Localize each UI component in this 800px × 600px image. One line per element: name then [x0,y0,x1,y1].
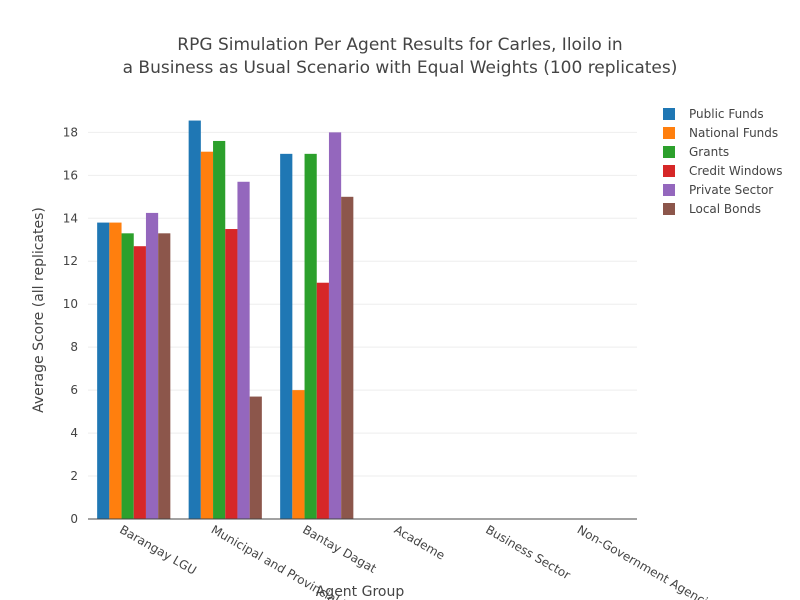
legend-label: Grants [689,145,729,159]
bar-private-sector [145,212,159,519]
bar-public-funds [97,222,110,519]
bar-local-bonds [249,396,262,519]
x-tick-labels: Barangay LGU Municipal and Provincial LGU… [117,522,722,600]
y-tick-label: 18 [63,125,78,139]
y-tick-label: 14 [63,211,78,225]
y-tick-label: 10 [63,297,78,311]
bar-local-bonds [158,233,171,520]
legend-label: National Funds [689,126,778,140]
bar-national-funds [109,222,122,519]
legend-swatch-credit-windows [663,165,675,177]
y-axis-title: Average Score (all replicates) [31,207,47,413]
y-tick-label: 8 [70,340,78,354]
bar-credit-windows [133,246,146,520]
x-tick-label: Business Sector [483,522,573,582]
legend-label: Credit Windows [689,164,782,178]
bar-grants [121,233,134,520]
y-tick-label: 4 [70,426,78,440]
legend-swatch-private-sector [663,184,675,196]
legend: Public Funds National Funds Grants Credit W… [663,107,782,216]
x-tick-label: Academe [392,522,448,562]
y-tick-labels: 0 2 4 6 8 10 12 14 16 18 [63,125,78,526]
bar-grants [213,140,226,520]
legend-swatch-local-bonds [663,203,675,215]
bar-grants [304,153,317,520]
bars [97,120,354,520]
legend-swatch-public-funds [663,108,675,120]
bar-credit-windows [225,229,238,519]
chart-title-line-2: a Business as Usual Scenario with Equal … [123,58,678,78]
y-tick-label: 0 [70,512,78,526]
bar-credit-windows [316,282,329,519]
x-axis-title: Agent Group [316,584,405,600]
bar-public-funds [188,120,201,519]
x-tick-label: Barangay LGU [117,522,199,577]
bar-national-funds [292,390,305,519]
y-tick-label: 6 [70,383,78,397]
gridlines [88,131,637,477]
x-tick-label: Non-Government Agencies [575,522,722,600]
y-tick-label: 2 [70,469,78,483]
bar-private-sector [237,181,250,520]
chart-title-line-1: RPG Simulation Per Agent Results for Car… [177,35,622,55]
legend-swatch-grants [663,146,675,158]
legend-label: Local Bonds [689,202,761,216]
legend-label: Private Sector [689,183,773,197]
legend-swatch-national-funds [663,127,675,139]
bar-private-sector [328,132,342,519]
x-tick-label: Bantay Dagat [300,522,379,575]
legend-label: Public Funds [689,107,764,121]
bar-public-funds [280,153,293,520]
bar-local-bonds [341,196,354,519]
y-tick-label: 16 [63,168,78,182]
y-tick-label: 12 [63,254,78,268]
bar-national-funds [200,151,214,519]
